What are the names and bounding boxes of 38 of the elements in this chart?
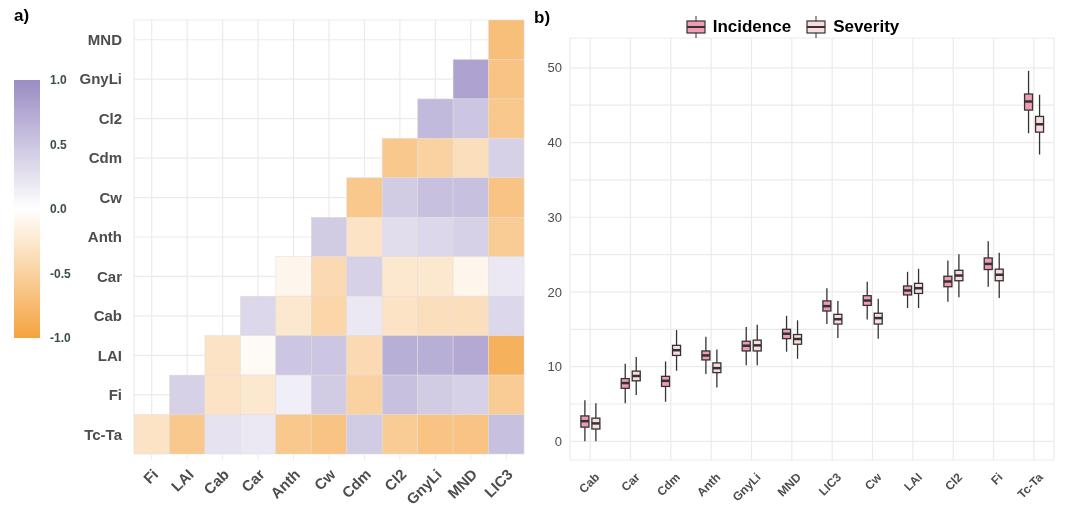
y-tick-label: Anth xyxy=(87,228,122,246)
x-tick-label: Cl2 xyxy=(942,469,966,494)
y-tick-label: GnyLi xyxy=(79,70,122,88)
y-tick-label: Fi xyxy=(108,386,122,404)
legend-label: Incidence xyxy=(711,16,792,38)
y-tick-label: Cdm xyxy=(88,149,122,167)
y-tick-label: 50 xyxy=(547,60,562,76)
legend-label: Severity xyxy=(832,16,900,38)
chart-title: a) xyxy=(14,6,30,26)
x-tick-label: Fi xyxy=(988,470,1006,488)
x-tick-label: Cw xyxy=(310,465,339,494)
color-bar-label: -0.5 xyxy=(50,266,71,281)
y-tick-label: Cw xyxy=(99,188,123,206)
chart-title: b) xyxy=(534,8,551,28)
color-bar-label: 0.0 xyxy=(50,202,68,217)
y-tick-label: MND xyxy=(87,30,123,48)
x-tick-label: Car xyxy=(618,469,643,495)
y-tick-label: 20 xyxy=(547,284,562,300)
x-tick-label: Cab xyxy=(200,465,233,498)
color-bar-label: -1.0 xyxy=(50,331,71,346)
y-tick-label: Car xyxy=(96,267,123,285)
x-tick-label: LAI xyxy=(167,465,197,495)
x-tick-label: Cab xyxy=(576,470,603,497)
y-tick-label: Cl2 xyxy=(98,109,122,127)
y-tick-label: Cab xyxy=(93,307,122,325)
y-tick-label: 30 xyxy=(547,209,562,225)
y-tick-label: 0 xyxy=(554,433,562,449)
color-bar-label: 1.0 xyxy=(50,73,68,88)
x-tick-label: Cw xyxy=(861,469,886,493)
x-tick-label: Cl2 xyxy=(380,465,410,495)
y-tick-label: LAI xyxy=(97,346,122,364)
x-tick-label: Fi xyxy=(139,465,162,487)
y-tick-label: 40 xyxy=(547,135,562,151)
x-tick-label: LAI xyxy=(901,470,925,494)
y-tick-label: 10 xyxy=(547,359,562,375)
x-tick-label: Car xyxy=(237,465,268,496)
color-bar-label: 0.5 xyxy=(50,137,68,152)
y-tick-label: Tc-Ta xyxy=(84,425,123,443)
